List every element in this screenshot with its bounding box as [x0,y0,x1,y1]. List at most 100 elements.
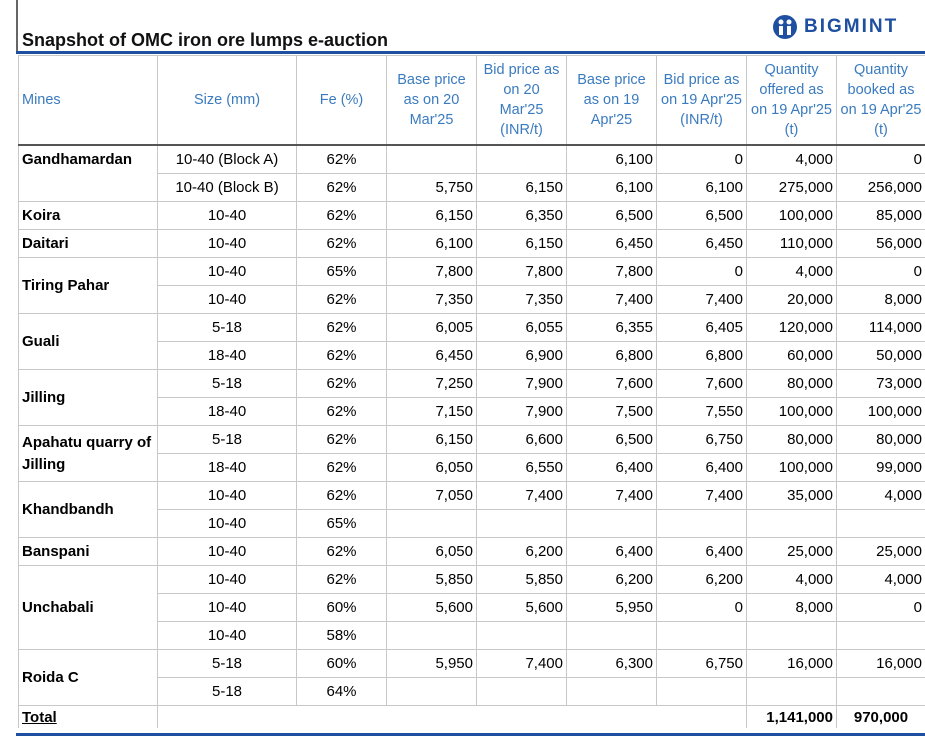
mine-name: Unchabali [18,565,158,650]
spec-cell: 62% [296,229,387,258]
total-label: Total [18,705,158,728]
spec-cell: 5-18 [157,677,297,706]
mine-name: Daitari [18,229,158,258]
value-cell: 5,600 [386,593,477,622]
spec-cell: 10-40 [157,285,297,314]
mine-name: Koira [18,201,158,230]
value-cell: 6,750 [656,649,747,678]
value-cell: 7,400 [656,285,747,314]
spec-cell: 64% [296,677,387,706]
value-cell: 25,000 [746,537,837,566]
value-cell [566,621,657,650]
value-cell: 7,350 [476,285,567,314]
total-offered: 1,141,000 [746,705,837,728]
spec-cell: 18-40 [157,453,297,482]
mine-name: Gandhamardan [18,144,158,202]
spec-cell: 5-18 [157,369,297,398]
spec-cell: 10-40 [157,481,297,510]
mine-name: Tiring Pahar [18,257,158,314]
value-cell: 6,400 [566,453,657,482]
spec-cell: 10-40 [157,537,297,566]
row: 10-40 65% [19,509,925,538]
value-cell: 6,405 [656,313,747,342]
spec-cell: 10-40 (Block B) [157,173,297,202]
value-cell [656,677,747,706]
value-cell: 256,000 [836,173,925,202]
value-cell: 80,000 [746,425,837,454]
spec-cell: 62% [296,537,387,566]
value-cell: 99,000 [836,453,925,482]
row: Roida C 5-18 60% 5,950 7,400 6,300 6,750 16,000… [18,649,925,706]
value-cell: 8,000 [746,593,837,622]
value-cell: 6,400 [656,453,747,482]
value-cell: 35,000 [746,481,837,510]
row: Jilling 5-18 62% 7,250 7,900 7,600 7,600 80,000… [18,369,925,426]
value-cell [386,621,477,650]
value-cell: 6,350 [476,201,567,230]
value-cell [476,621,567,650]
value-cell: 7,050 [386,481,477,510]
value-cell: 7,900 [476,397,567,426]
value-cell: 56,000 [836,229,925,258]
value-cell: 6,550 [476,453,567,482]
value-cell: 6,355 [566,313,657,342]
row: 18-40 62% 7,150 7,900 7,500 7,550 100,000 100,0… [19,397,925,426]
column-header: Base price as on 20 Mar'25 [386,55,477,146]
mine-name: Banspani [18,537,158,566]
title-rule [16,51,925,54]
row: 18-40 62% 6,450 6,900 6,800 6,800 60,000 50,000 [19,341,925,370]
row: Gandhamardan 10-40 (Block A) 62% 6,100 0 4,00… [18,144,925,202]
spec-cell: 60% [296,649,387,678]
row: Khandbandh 10-40 62% 7,050 7,400 7,400 7,400 35… [18,481,925,538]
value-cell: 6,900 [476,341,567,370]
value-cell: 6,050 [386,537,477,566]
logo-text: BIGMINT [804,16,899,37]
value-cell: 0 [656,257,747,286]
value-cell: 7,400 [566,481,657,510]
value-cell: 5,850 [476,565,567,594]
value-cell: 5,750 [386,173,477,202]
value-cell: 60,000 [746,341,837,370]
spec-cell: 10-40 (Block A) [157,144,297,174]
value-cell: 6,100 [566,173,657,202]
value-cell [386,677,477,706]
row: 10-40 (Block B) 62% 5,750 6,150 6,100 6,100 27… [19,173,925,202]
value-cell: 6,150 [386,201,477,230]
spec-cell: 65% [296,509,387,538]
spec-cell: 62% [296,565,387,594]
spec-cell: 65% [296,257,387,286]
value-cell: 80,000 [836,425,925,454]
value-cell: 16,000 [836,649,925,678]
value-cell: 5,850 [386,565,477,594]
value-cell: 80,000 [746,369,837,398]
spec-cell: 5-18 [157,649,297,678]
logo: BIGMINT [772,14,898,40]
value-cell: 0 [656,144,747,174]
title: Snapshot of OMC iron ore lumps e-auction [22,30,389,50]
value-cell: 6,055 [476,313,567,342]
spec-cell: 60% [296,593,387,622]
mine-name: Guali [18,313,158,370]
value-cell: 16,000 [746,649,837,678]
value-cell: 4,000 [746,144,837,174]
value-cell: 7,250 [386,369,477,398]
value-cell: 4,000 [746,565,837,594]
value-cell: 7,550 [656,397,747,426]
value-cell: 6,800 [656,341,747,370]
row: 5-18 64% [19,677,925,706]
value-cell: 7,400 [656,481,747,510]
value-cell: 6,005 [386,313,477,342]
row: Daitari 10-40 62% 6,100 6,150 6,450 6,450 110,0… [18,229,925,258]
row: Unchabali 10-40 62% 5,850 5,850 6,200 6,200 4,0… [18,565,925,650]
row: 10-40 60% 5,600 5,600 5,950 0 8,000 0 [19,593,925,622]
row: Koira 10-40 62% 6,150 6,350 6,500 6,500 100,000… [18,201,925,230]
value-cell: 7,400 [476,481,567,510]
spec-cell: 18-40 [157,397,297,426]
spec-cell: 62% [296,201,387,230]
value-cell: 100,000 [746,397,837,426]
value-cell [746,509,837,538]
value-cell [836,509,925,538]
spec-cell: 62% [296,173,387,202]
value-cell: 100,000 [746,453,837,482]
spec-cell: 5-18 [157,425,297,454]
